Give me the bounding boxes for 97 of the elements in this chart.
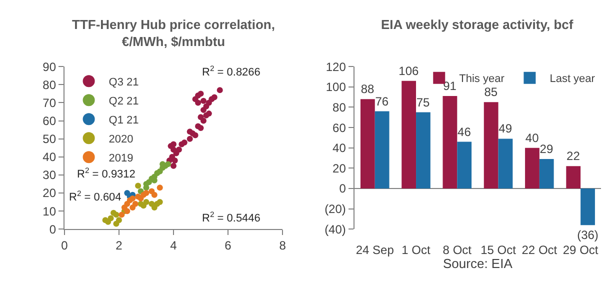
- x-tick-label: 4: [170, 238, 178, 253]
- point: [192, 132, 198, 138]
- point: [172, 158, 178, 164]
- point: [200, 98, 206, 104]
- point: [140, 202, 147, 209]
- bar: [566, 166, 581, 188]
- data-label: 91: [443, 79, 457, 94]
- x-tick-label: 6: [224, 238, 232, 253]
- point: [130, 195, 136, 202]
- y-tick-label: 60: [332, 120, 346, 135]
- point: [156, 199, 163, 206]
- annotation: R$^{2}$ = 0.8266: [202, 64, 260, 79]
- point: [170, 141, 176, 148]
- bar: [484, 102, 498, 188]
- y-tick-label: 40: [332, 141, 346, 156]
- bar: [442, 96, 458, 188]
- data-label: 75: [416, 95, 430, 110]
- point: [113, 212, 120, 218]
- bar: [498, 138, 513, 188]
- x-tick-label: 8 Oct: [442, 243, 472, 258]
- point: [216, 87, 223, 94]
- y-tick-label: 80: [332, 100, 346, 114]
- point: [198, 125, 204, 131]
- point: [211, 94, 218, 100]
- point: [143, 190, 150, 196]
- point: [118, 212, 125, 218]
- data-label: 22: [566, 149, 580, 164]
- point: [130, 204, 136, 210]
- legend-label: 2020: [108, 133, 134, 146]
- x-tick-label: 2: [116, 238, 123, 253]
- y-tick-label: 120: [326, 60, 346, 74]
- data-label: 49: [498, 122, 512, 136]
- point: [198, 114, 204, 120]
- point: [156, 184, 163, 191]
- y-tick-label: 100: [326, 80, 346, 94]
- y-tick-label: 50: [42, 132, 56, 146]
- x-tick-label: 1 Oct: [402, 243, 432, 258]
- point: [151, 192, 158, 198]
- y-tick-label: 90: [42, 60, 56, 74]
- point: [165, 161, 172, 168]
- y-tick-label: (20): [324, 202, 346, 216]
- annotation: R$^{2}$ = 0.5446: [202, 210, 260, 225]
- data-label: 46: [458, 124, 472, 139]
- point: [170, 162, 176, 169]
- x-tick-label: 24 Sep: [356, 243, 394, 258]
- source-note: Source: EIA: [443, 256, 513, 271]
- y-tick-label: 0: [339, 182, 346, 196]
- annotation: R$^{2}$ = 0.604: [69, 189, 122, 204]
- data-label: (36): [577, 228, 598, 242]
- data-label: 76: [375, 94, 389, 108]
- y-tick-label: 30: [42, 168, 56, 182]
- point: [181, 139, 188, 146]
- bar: [402, 80, 416, 188]
- y-tick-label: 60: [42, 114, 56, 128]
- x-tick-label: 29 Oct: [562, 243, 599, 258]
- annotation: R$^{2}$ = 0.9312: [77, 166, 136, 181]
- legend-label: Last year: [550, 73, 596, 86]
- x-tick-label: 0: [61, 238, 68, 253]
- legend-label: This year: [459, 73, 505, 86]
- point: [124, 208, 130, 214]
- x-tick-label: 15 Oct: [480, 243, 517, 258]
- y-tick-label: 10: [42, 204, 56, 218]
- bar: [539, 159, 554, 188]
- bar: [457, 142, 472, 188]
- bar: [374, 111, 390, 188]
- y-tick-label: 20: [332, 161, 346, 176]
- data-label: 106: [398, 64, 419, 78]
- point: [116, 217, 122, 224]
- point: [198, 90, 204, 97]
- legend-label: 2019: [108, 152, 134, 164]
- data-label: 88: [360, 82, 375, 96]
- data-label: 85: [484, 85, 498, 100]
- y-tick-label: 40: [42, 150, 56, 164]
- bar: [360, 99, 375, 188]
- x-tick-label: 22 Oct: [522, 243, 558, 258]
- data-label: 40: [525, 130, 540, 145]
- legend-label: Q3 21: [108, 76, 139, 88]
- y-tick-label: (40): [324, 222, 346, 236]
- y-tick-label: 80: [42, 78, 56, 92]
- y-tick-label: 70: [42, 96, 56, 110]
- point: [186, 128, 193, 135]
- chart-title: EIA weekly storage activity, bcf: [381, 17, 574, 32]
- x-tick-label: 8: [279, 238, 286, 253]
- bar: [416, 112, 430, 188]
- legend-label: Q2 21: [108, 95, 139, 108]
- y-tick-label: 20: [42, 186, 56, 200]
- point: [108, 215, 114, 222]
- point: [206, 110, 212, 117]
- point: [186, 136, 193, 142]
- point: [176, 146, 182, 153]
- bar: [525, 148, 540, 188]
- data-label: 29: [540, 142, 554, 156]
- point: [135, 182, 142, 189]
- chart-title: TTF-Henry Hub price correlation, €/MWh, $/mmbtu: [72, 17, 275, 49]
- y-tick-label: 0: [49, 222, 56, 236]
- bar: [580, 188, 595, 226]
- legend-label: Q1 21: [108, 114, 139, 126]
